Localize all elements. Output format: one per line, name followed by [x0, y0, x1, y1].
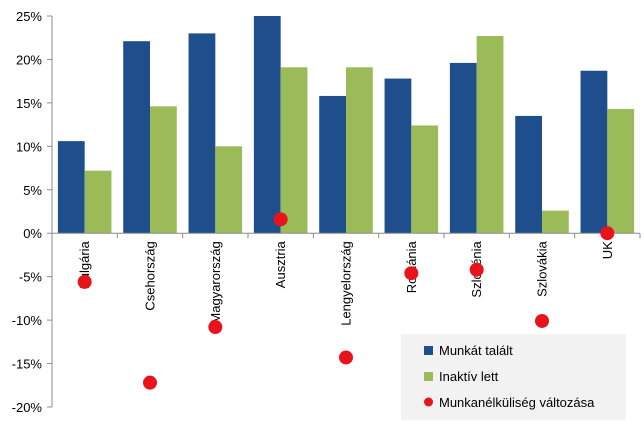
marker-lengyelorszag: [339, 350, 353, 365]
category-label-csehorszag: Csehország: [143, 241, 158, 310]
bar-inaktiv-lett-szlovakia: [542, 210, 569, 234]
y-tick-label: 10%: [16, 139, 42, 154]
legend: Munkát talált Inaktív lett Munkanélkülis…: [401, 334, 626, 420]
marker-group: [77, 212, 615, 390]
bar-munkat-talalt-szlovakia: [515, 115, 542, 234]
y-tick-label: -10%: [12, 313, 43, 328]
y-tick-label: 5%: [23, 183, 42, 198]
y-tick-label: 25%: [16, 9, 42, 24]
bar-munkat-talalt-romania: [384, 78, 412, 234]
bar-inaktiv-lett-magyarorszag: [215, 146, 243, 234]
bar-inaktiv-lett-uk: [607, 108, 635, 234]
category-label-magyarorszag: Magyarország: [208, 241, 223, 323]
bar-munkat-talalt-lengyelorszag: [319, 95, 346, 234]
bar-munkat-talalt-bulgaria: [57, 141, 85, 234]
marker-szlovakia: [535, 313, 549, 328]
x-tick-group: [116, 233, 641, 239]
y-tick-label: 0%: [23, 226, 42, 241]
bar-inaktiv-lett-romania: [411, 125, 439, 234]
bar-inaktiv-lett-bulgaria: [84, 170, 112, 234]
y-tick-label: 15%: [16, 96, 42, 111]
bar-group: [57, 16, 635, 234]
category-label-ausztria: Ausztria: [273, 240, 288, 288]
bar-munkat-talalt-ausztria: [253, 16, 281, 234]
bar-inaktiv-lett-ausztria: [280, 67, 308, 234]
bar-inaktiv-lett-lengyelorszag: [346, 67, 373, 234]
axes: [51, 16, 640, 407]
legend-marker-munkanelkuliseg: [424, 397, 433, 407]
y-tick-label: -5%: [19, 270, 43, 285]
marker-romania: [404, 266, 419, 281]
marker-magyarorszag: [208, 320, 223, 335]
category-label-lengyelorszag: Lengyelország: [339, 241, 354, 326]
legend-label-munkanelkuliseg: Munkanélküliség változása: [439, 395, 595, 410]
marker-csehorszag: [143, 375, 157, 390]
bar-munkat-talalt-magyarorszag: [188, 33, 216, 234]
bar-munkat-talalt-uk: [580, 70, 608, 234]
category-label-group: Bulgária Csehország Magyarország Ausztria Le…: [77, 240, 615, 325]
legend-label-inaktiv-lett: Inaktív lett: [439, 369, 499, 384]
marker-szlovenia: [469, 262, 484, 277]
category-label-uk: UK: [600, 241, 615, 259]
marker-bulgaria: [77, 274, 92, 289]
marker-uk: [600, 226, 615, 241]
y-tick-label: -20%: [12, 400, 43, 415]
y-tick-label: -15%: [12, 357, 43, 372]
legend-swatch-inaktiv-lett: [424, 372, 433, 381]
legend-label-munkat-talalt: Munkát talált: [439, 343, 513, 358]
bar-inaktiv-lett-szlovenia: [476, 35, 504, 234]
bar-munkat-talalt-szlovenia: [449, 62, 477, 234]
legend-swatch-munkat-talalt: [424, 346, 433, 355]
legend-box: [401, 334, 626, 420]
category-label-szlovakia: Szlovákia: [535, 240, 550, 296]
bar-inaktiv-lett-csehorszag: [150, 106, 177, 234]
y-tick-group: 25% 20% 15% 10% 5% 0% -5% -10% -15% -20%: [12, 9, 52, 415]
y-tick-label: 20%: [16, 52, 42, 67]
bar-munkat-talalt-csehorszag: [123, 41, 150, 234]
marker-ausztria: [273, 212, 288, 227]
